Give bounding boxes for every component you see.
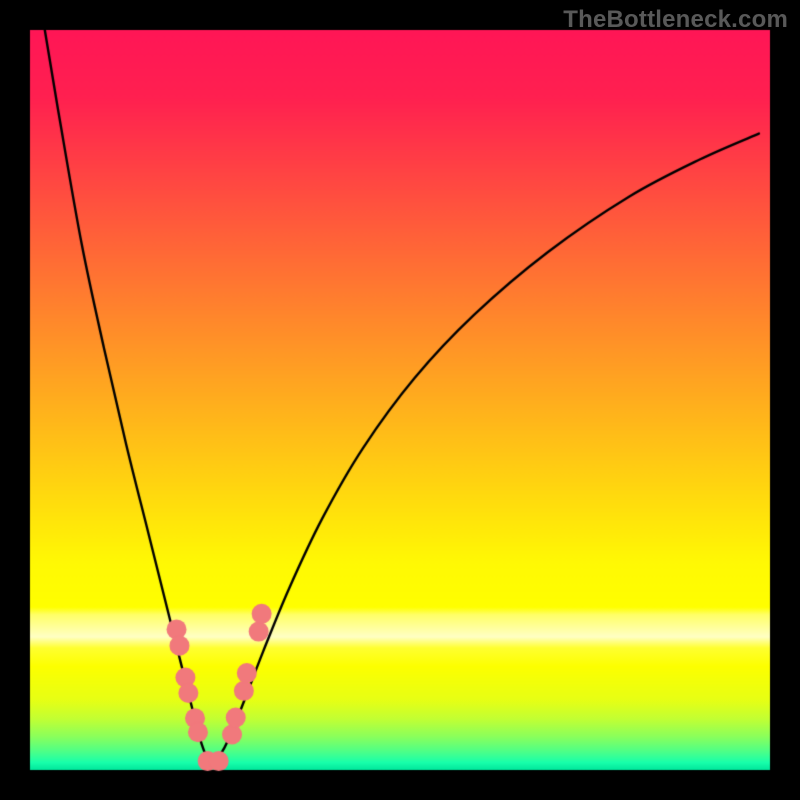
watermark-text: TheBottleneck.com bbox=[563, 6, 788, 34]
figure-root: TheBottleneck.com bbox=[0, 0, 800, 800]
bottleneck-curve-chart bbox=[0, 0, 800, 800]
